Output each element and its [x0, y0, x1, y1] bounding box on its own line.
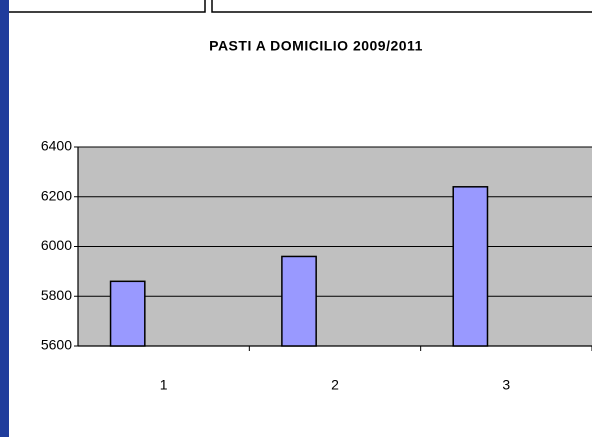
frame-right — [211, 0, 592, 13]
y-tick-label: 6000 — [41, 237, 72, 253]
y-tick-label: 5600 — [41, 337, 72, 353]
x-tick-label: 3 — [502, 377, 510, 393]
bar — [281, 255, 317, 347]
x-tick-label: 2 — [331, 377, 339, 393]
x-tick-label: 1 — [160, 377, 168, 393]
chart-title: PASTI A DOMICILIO 2009/2011 — [209, 38, 423, 54]
y-tick-label: 6400 — [41, 138, 72, 154]
side-strip — [0, 0, 9, 437]
y-tick-label: 6200 — [41, 187, 72, 203]
frame-left — [9, 0, 206, 13]
bar — [452, 186, 489, 347]
y-tick-label: 5800 — [41, 287, 72, 303]
bar — [109, 280, 146, 347]
